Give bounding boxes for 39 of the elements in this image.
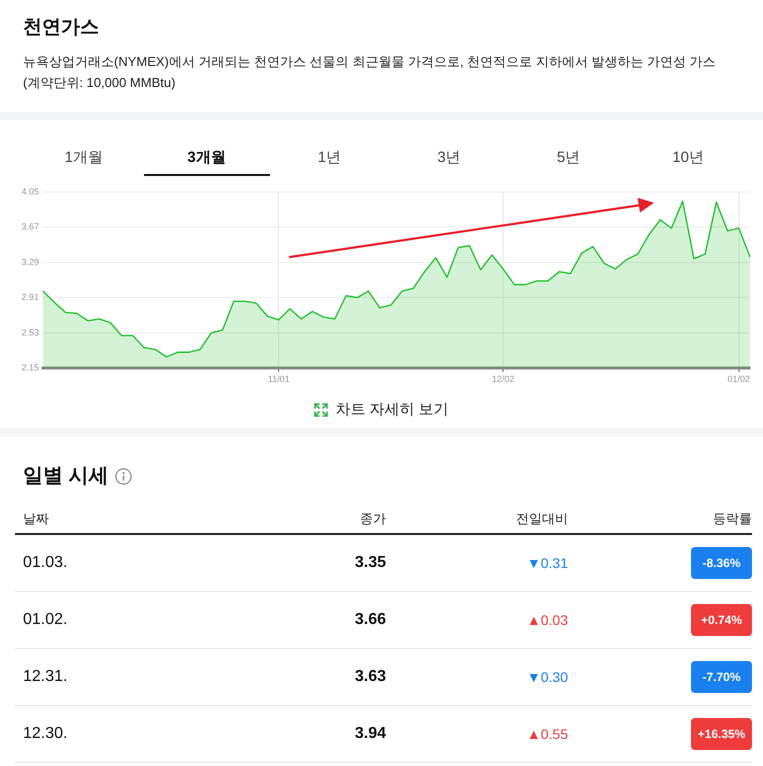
chart-subtitle: 뉴욕상업거래소(NYMEX)에서 거래되는 천연가스 선물의 최근월물 가격으로, 천연적으로 지하에서 발생하는 가연성 가스 (계약단위: 10,000 MMBtu) bbox=[23, 53, 717, 92]
text: -8.36% bbox=[702, 555, 741, 571]
text: 01.02. bbox=[23, 610, 68, 630]
y-tick-label: 2.53 bbox=[21, 327, 39, 338]
chart-title: 천연가스 bbox=[23, 16, 99, 40]
text: 3.35 bbox=[354, 553, 386, 573]
text: 등락률 bbox=[713, 510, 752, 528]
text: 3년 bbox=[437, 148, 461, 168]
text: 3.94 bbox=[354, 724, 386, 744]
text: 3.66 bbox=[354, 610, 386, 630]
text: ▼0.30 bbox=[526, 668, 568, 687]
text: 3개월 bbox=[144, 144, 270, 176]
text: 5년 bbox=[556, 148, 580, 168]
text: 3.63 bbox=[354, 667, 386, 687]
text: 차트 자세히 보기 bbox=[335, 400, 449, 420]
text: 종가 bbox=[360, 510, 386, 528]
text: 01.03. bbox=[23, 553, 68, 573]
text: ▲0.03 bbox=[526, 611, 568, 630]
text: 전일대비 bbox=[516, 510, 568, 528]
text: 일별 시세 bbox=[23, 464, 109, 489]
x-tick-label: 01/02 bbox=[728, 374, 750, 384]
text: 10년 bbox=[672, 148, 704, 168]
y-tick-label: 3.29 bbox=[21, 256, 39, 267]
text: 12.30. bbox=[23, 724, 68, 744]
text: 1개월 bbox=[64, 148, 103, 168]
text: ▼0.31 bbox=[526, 554, 568, 573]
text: 1년 bbox=[318, 148, 342, 168]
text: -7.70% bbox=[702, 669, 741, 685]
y-tick-label: 4.05 bbox=[21, 186, 39, 196]
y-tick-label: 2.91 bbox=[21, 292, 39, 302]
text: +16.35% bbox=[698, 726, 746, 742]
text: +0.74% bbox=[700, 612, 742, 628]
text: 날짜 bbox=[23, 510, 49, 528]
x-tick-label: 11/01 bbox=[268, 374, 290, 384]
y-tick-label: 3.67 bbox=[21, 222, 39, 232]
text: ▲0.55 bbox=[526, 725, 568, 744]
text: 12.31. bbox=[23, 667, 68, 687]
y-tick-label: 2.15 bbox=[21, 362, 39, 372]
x-tick-label: 12/02 bbox=[492, 374, 514, 384]
